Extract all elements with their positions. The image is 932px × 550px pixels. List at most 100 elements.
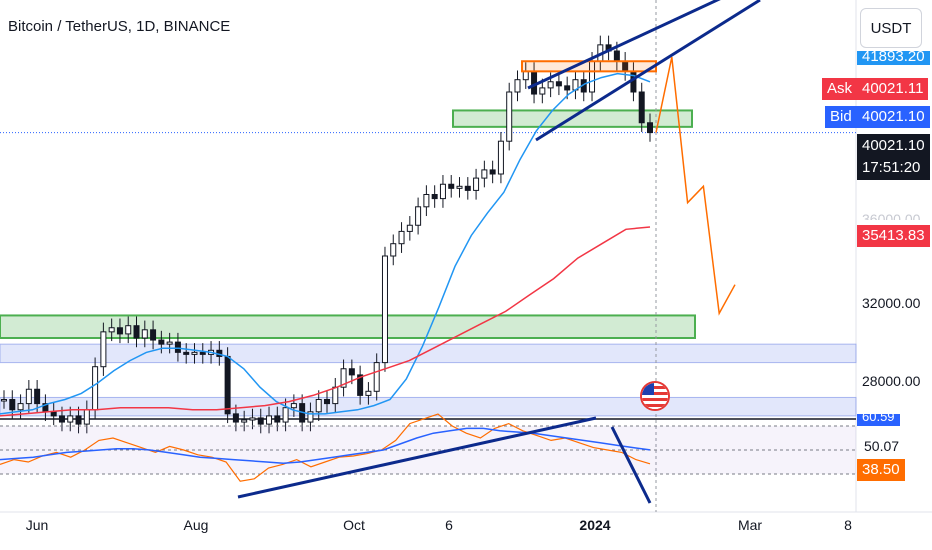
candle-body-59 (489, 169, 496, 175)
candle-body-61 (506, 91, 513, 142)
candle-body-17 (141, 329, 148, 339)
candle-body-51 (423, 194, 430, 208)
candle-body-37 (307, 411, 314, 423)
candle-body-38 (315, 399, 322, 413)
candle-body-39 (324, 399, 330, 405)
candle-body-48 (398, 230, 405, 245)
candle-body-24 (199, 351, 206, 355)
zone-range-3 (0, 396, 857, 417)
candle-body-58 (481, 169, 488, 179)
rsi-down-trend-line (610, 426, 652, 504)
zone-range-2 (0, 343, 857, 364)
candle-body-74 (613, 50, 620, 62)
candle-body-43 (357, 374, 364, 396)
candle-body-44 (365, 390, 372, 396)
rsi-line (0, 413, 651, 482)
candle-body-19 (158, 339, 165, 345)
channel-upper-line (527, 0, 721, 90)
candle-body-54 (448, 183, 455, 189)
candle-body-52 (431, 194, 438, 200)
candle-body-66 (547, 81, 554, 89)
candle-body-7 (58, 415, 65, 423)
candle-body-21 (174, 341, 181, 353)
rsi-value-label: 38.50 (857, 459, 905, 481)
rsi-ma-line (0, 427, 651, 464)
candle-body-33 (274, 415, 281, 423)
candle-body-68 (564, 85, 571, 91)
symbol-header: Bitcoin / TetherUS, 1D, BINANCE (8, 18, 231, 35)
candle-body-62 (514, 79, 521, 93)
candle-body-28 (232, 413, 239, 423)
candle-body-67 (555, 81, 562, 87)
candle-body-1 (9, 399, 16, 411)
candle-body-18 (150, 329, 157, 341)
candle-body-30 (249, 417, 256, 421)
candle-body-20 (166, 341, 173, 345)
candle-body-13 (108, 327, 115, 333)
top-price-label: 41893.20 (857, 51, 930, 65)
candle-body-15 (125, 325, 132, 335)
candle-body-57 (473, 177, 480, 191)
candle-body-49 (406, 224, 413, 232)
zone-support-1 (0, 314, 696, 340)
candle-body-77 (638, 91, 645, 124)
candle-body-12 (100, 331, 107, 368)
candle-body-11 (92, 366, 99, 411)
candle-body-9 (75, 415, 82, 425)
candle-body-0 (1, 399, 7, 402)
fast-ma-line (0, 72, 651, 415)
projection-path (655, 56, 736, 316)
candle-body-14 (116, 327, 123, 335)
candle-body-6 (50, 411, 57, 417)
candle-body-2 (17, 403, 24, 411)
x-tick-oct: Oct (343, 517, 365, 533)
candle-body-55 (456, 185, 463, 189)
candle-body-31 (257, 417, 264, 425)
ask-label: Ask (822, 78, 858, 100)
candle-body-78 (647, 122, 653, 134)
candle-body-8 (67, 415, 74, 423)
last-price-label: 40021.10 17:51:20 (857, 134, 930, 180)
candle-body-63 (522, 71, 529, 81)
slow-ma-line (0, 226, 651, 417)
last-price-value: 40021.10 (862, 137, 925, 154)
us-flag-event-icon[interactable] (640, 381, 670, 411)
countdown-timer: 17:51:20 (862, 159, 921, 176)
candle-body-22 (183, 351, 190, 355)
candle-body-53 (439, 183, 446, 200)
x-tick-mar: Mar (737, 517, 763, 533)
x-tick-6: 6 (445, 517, 453, 533)
currency-button[interactable]: USDT (860, 8, 922, 48)
candle-body-29 (241, 419, 248, 423)
price-tick-32000: 32000.00 (862, 295, 921, 311)
slow-ma-price-label: 35413.83 (857, 225, 930, 247)
candle-body-32 (266, 415, 273, 425)
candle-body-34 (282, 407, 289, 423)
candle-body-42 (348, 368, 355, 376)
candle-body-35 (290, 403, 297, 409)
candle-body-3 (25, 388, 32, 405)
x-tick-jun: Jun (25, 517, 49, 533)
ask-price-label: 40021.11 (857, 78, 929, 100)
candle-body-23 (191, 351, 198, 355)
candle-body-4 (34, 388, 41, 405)
bid-price-label: 40021.10 (857, 106, 930, 128)
candle-body-27 (224, 355, 231, 415)
price-tick-28000: 28000.00 (862, 373, 921, 389)
candle-body-16 (133, 325, 140, 339)
rsi-ma-value-label: 50.07 (864, 438, 900, 454)
candle-body-41 (340, 368, 347, 388)
candle-body-50 (415, 206, 422, 226)
price-tick-36000: 36000.00 (862, 212, 921, 220)
candle-body-46 (381, 255, 388, 364)
candle-body-56 (464, 185, 471, 191)
candle-body-40 (332, 386, 339, 405)
resistance-box (521, 60, 657, 73)
bid-label: Bid (825, 106, 857, 128)
candle-body-60 (497, 140, 504, 175)
candle-body-47 (390, 243, 397, 257)
channel-lower-line (535, 0, 761, 142)
x-tick-2024: 2024 (579, 517, 611, 533)
candle-body-65 (539, 87, 546, 95)
